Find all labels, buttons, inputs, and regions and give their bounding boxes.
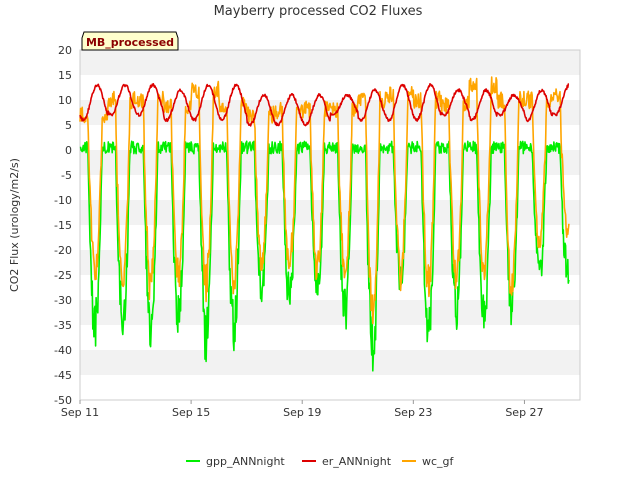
y-tick-label: -50: [54, 394, 72, 407]
y-tick-label: -30: [54, 294, 72, 307]
x-tick-label: Sep 15: [172, 406, 210, 419]
y-tick-label: -35: [54, 319, 72, 332]
badge-label: MB_processed: [86, 36, 174, 49]
y-tick-label: -20: [54, 244, 72, 257]
processed-badge: MB_processed: [81, 31, 179, 51]
grid-band: [80, 250, 580, 275]
legend-entry: gpp_ANNnight: [206, 455, 285, 468]
grid-band: [80, 375, 580, 400]
x-axis-ticks: Sep 11 Sep 15 Sep 19 Sep 23 Sep 27: [61, 400, 544, 419]
chart-title: Mayberry processed CO2 Fluxes: [214, 4, 423, 19]
y-tick-label: -15: [54, 219, 72, 232]
y-tick-label: 20: [58, 44, 72, 57]
legend: gpp_ANNnight er_ANNnight wc_gf: [186, 455, 455, 468]
y-tick-label: -10: [54, 194, 72, 207]
grid-band: [80, 275, 580, 300]
grid-band: [80, 175, 580, 200]
y-tick-label: 10: [58, 94, 72, 107]
series-lines: [79, 76, 570, 372]
legend-entry: er_ANNnight: [322, 455, 392, 468]
badge-box: [81, 31, 179, 51]
x-tick-label: Sep 19: [283, 406, 321, 419]
y-tick-label: -5: [61, 169, 72, 182]
grid-band: [80, 325, 580, 350]
y-tick-label: 5: [65, 119, 72, 132]
grid-band: [80, 350, 580, 375]
plot-frame: [79, 49, 581, 401]
y-tick-label: 0: [65, 144, 72, 157]
er-annnight-series-line: [79, 83, 570, 127]
y-tick-label: 15: [58, 69, 72, 82]
grid-band: [80, 200, 580, 225]
y-tick-label: -45: [54, 369, 72, 382]
x-tick-label: Sep 23: [394, 406, 432, 419]
x-tick-label: Sep 11: [61, 406, 99, 419]
grid-band: [80, 150, 580, 175]
x-tick-label: Sep 27: [505, 406, 543, 419]
y-axis-label: CO2 Flux (urology/m2/s): [8, 158, 21, 292]
legend-entry: wc_gf: [422, 455, 455, 468]
grid-band: [80, 300, 580, 325]
grid-band: [80, 50, 580, 75]
gpp-annnight-series-line: [79, 140, 570, 372]
y-tick-label: -40: [54, 344, 72, 357]
grid-band: [80, 225, 580, 250]
y-tick-label: -25: [54, 269, 72, 282]
y-axis-ticks: 20 15 10 5 0 -5 -10 -15 -20 -25 -30 -35 -40 -45 -50: [54, 44, 72, 407]
